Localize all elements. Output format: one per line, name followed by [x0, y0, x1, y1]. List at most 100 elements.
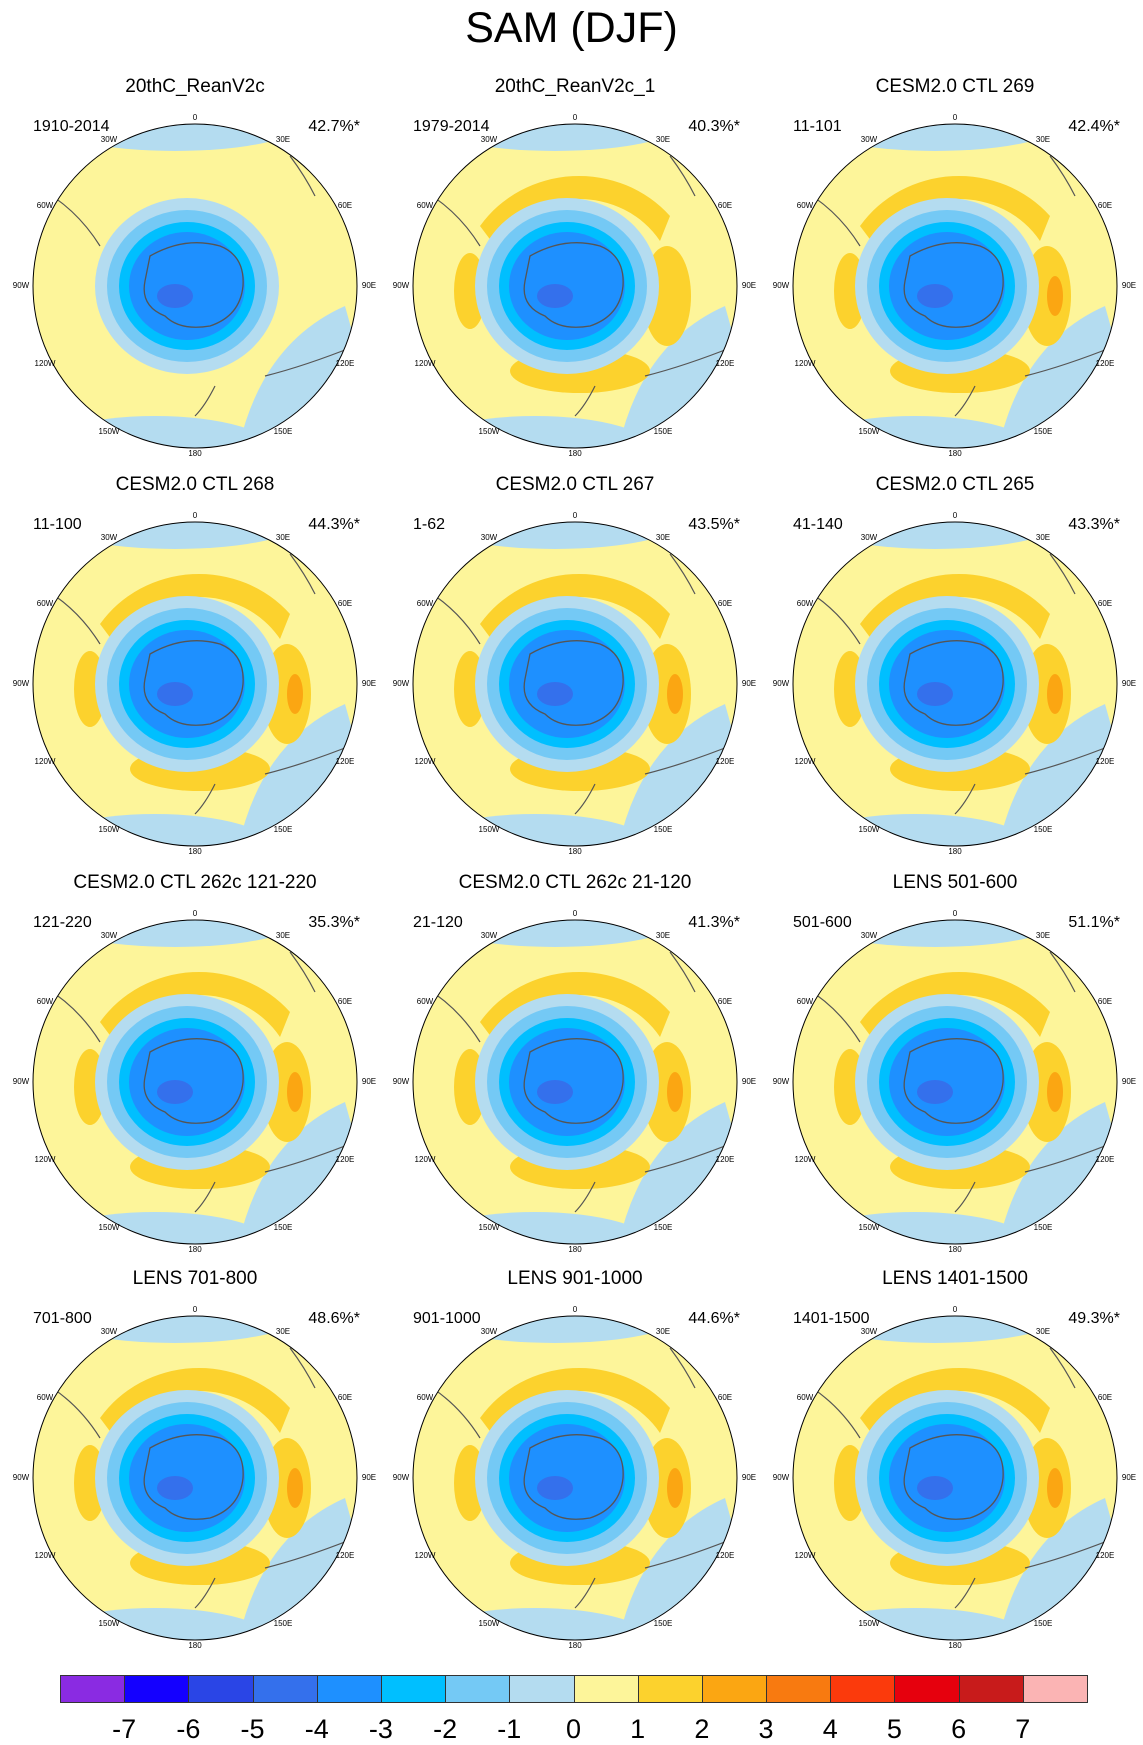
longitude-label: 90E — [741, 281, 757, 290]
antarctica-coastline — [903, 640, 1004, 726]
colorbar — [60, 1675, 1088, 1705]
longitude-label: 30E — [655, 1327, 671, 1336]
figure-title: SAM (DJF) — [465, 4, 678, 52]
longitude-label: 120E — [335, 1551, 355, 1560]
colorbar-tick-label: 7 — [1015, 1714, 1031, 1744]
panel-period: 1401-1500 — [793, 1310, 870, 1327]
positive-anomaly-band — [100, 1367, 290, 1438]
explained-variance: 42.7%* — [308, 118, 360, 135]
panel-title: CESM2.0 CTL 267 — [495, 474, 655, 495]
longitude-label: 150E — [653, 825, 673, 834]
longitude-label: 120W — [794, 757, 816, 766]
positive-anomaly-band — [860, 573, 1050, 644]
polar-map — [412, 521, 738, 847]
antarctica-coastline — [523, 640, 624, 726]
polar-low-contour — [129, 232, 245, 340]
colorbar-swatch — [252, 1675, 318, 1703]
longitude-label: 60E — [337, 997, 353, 1006]
polar-map — [412, 919, 738, 1245]
longitude-label: 60W — [416, 997, 434, 1006]
colorbar-swatch — [445, 1675, 511, 1703]
colorbar-swatch — [573, 1675, 639, 1703]
colorbar-tick-label: -1 — [497, 1714, 522, 1744]
longitude-label: 90W — [12, 1077, 30, 1086]
longitude-label: 0 — [952, 113, 958, 122]
colorbar-swatch — [316, 1675, 382, 1703]
longitude-label: 150E — [273, 1619, 293, 1628]
panel-period: 11-100 — [33, 516, 82, 533]
longitude-label: 150E — [653, 427, 673, 436]
panel-period: 1979-2014 — [413, 118, 490, 135]
longitude-label: 30E — [275, 931, 291, 940]
longitude-label: 90W — [772, 1473, 790, 1482]
longitude-label: 30W — [860, 1327, 878, 1336]
colorbar-tick-label: -6 — [176, 1714, 201, 1744]
longitude-label: 120E — [715, 1155, 735, 1164]
positive-anomaly-band — [860, 1367, 1050, 1438]
longitude-label: 180 — [568, 449, 582, 458]
longitude-label: 120E — [715, 1551, 735, 1560]
colorbar-swatch — [380, 1675, 447, 1703]
colorbar-swatch — [637, 1675, 703, 1703]
colorbar-tick-label: -7 — [112, 1714, 137, 1744]
explained-variance: 42.4%* — [1068, 118, 1120, 135]
antarctica-coastline — [903, 1434, 1004, 1520]
longitude-label: 0 — [952, 1305, 958, 1314]
positive-anomaly-band — [860, 175, 1050, 246]
longitude-label: 60W — [416, 599, 434, 608]
panel-period: 1910-2014 — [33, 118, 110, 135]
explained-variance: 43.3%* — [1068, 516, 1120, 533]
longitude-label: 90W — [392, 281, 410, 290]
longitude-label: 90E — [741, 679, 757, 688]
longitude-label: 60W — [796, 201, 814, 210]
panel-title: 20thC_ReanV2c — [125, 76, 265, 97]
longitude-label: 60W — [796, 599, 814, 608]
panel-title: LENS 1401-1500 — [882, 1268, 1028, 1289]
longitude-label: 0 — [192, 909, 198, 918]
colorbar-swatch — [701, 1675, 768, 1703]
longitude-label: 30W — [480, 135, 498, 144]
longitude-label: 120E — [1095, 1155, 1115, 1164]
panel-title: 20thC_ReanV2c_1 — [494, 76, 656, 97]
colorbar-tick-label: -4 — [304, 1714, 329, 1744]
longitude-label: 120W — [34, 757, 56, 766]
panel-title: LENS 701-800 — [132, 1268, 258, 1289]
colorbar-tick-label: -5 — [240, 1714, 265, 1744]
longitude-label: 150W — [98, 1223, 120, 1232]
colorbar-tick-label: -3 — [368, 1714, 393, 1744]
panel-period: 41-140 — [793, 516, 843, 533]
longitude-label: 60W — [36, 201, 54, 210]
polar-low-contour — [889, 1028, 1005, 1136]
longitude-label: 60E — [337, 599, 353, 608]
longitude-label: 90E — [1121, 1473, 1137, 1482]
colorbar-tick-label: 0 — [565, 1714, 582, 1744]
longitude-label: 0 — [952, 909, 958, 918]
colorbar-swatch — [60, 1675, 126, 1703]
panel-period: 901-1000 — [413, 1310, 481, 1327]
polar-low-contour — [889, 232, 1005, 340]
longitude-label: 90W — [392, 1077, 410, 1086]
longitude-label: 90E — [361, 1077, 377, 1086]
longitude-label: 90W — [12, 1473, 30, 1482]
longitude-label: 90E — [741, 1473, 757, 1482]
longitude-label: 90E — [361, 1473, 377, 1482]
longitude-label: 90W — [12, 281, 30, 290]
polar-map — [32, 919, 358, 1245]
polar-low-contour — [889, 630, 1005, 738]
longitude-label: 120E — [335, 1155, 355, 1164]
longitude-label: 120W — [34, 359, 56, 368]
longitude-label: 150E — [1033, 427, 1053, 436]
colorbar-swatch — [958, 1675, 1024, 1703]
longitude-label: 150W — [98, 427, 120, 436]
longitude-label: 120W — [414, 359, 436, 368]
positive-anomaly-band — [480, 175, 670, 246]
longitude-label: 180 — [568, 1641, 582, 1650]
longitude-label: 60E — [1097, 997, 1113, 1006]
longitude-label: 180 — [948, 449, 962, 458]
positive-anomaly-band — [480, 1367, 670, 1438]
longitude-label: 0 — [572, 909, 578, 918]
longitude-label: 30E — [655, 135, 671, 144]
antarctica-coastline — [143, 242, 244, 328]
longitude-label: 90E — [1121, 1077, 1137, 1086]
longitude-label: 180 — [568, 1245, 582, 1254]
